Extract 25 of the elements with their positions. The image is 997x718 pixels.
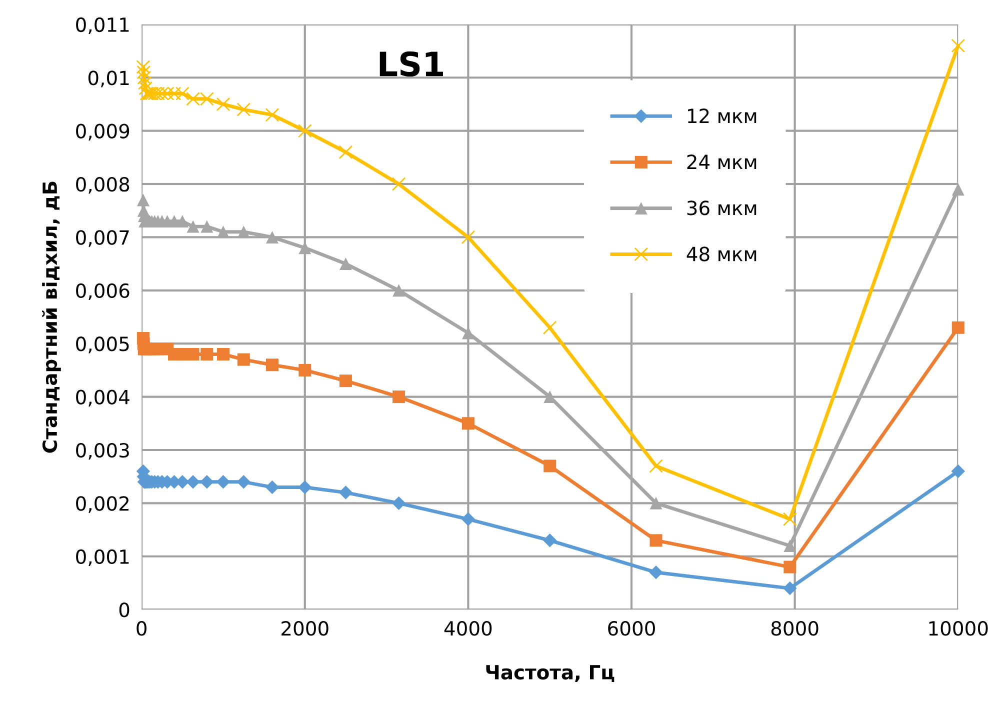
legend-label: 24 мкм	[687, 154, 756, 169]
y-tick-label: 0	[119, 602, 130, 618]
x-tick-label: 2000	[282, 621, 328, 636]
y-axis-title: Стандартний відхил, дБ	[42, 182, 61, 453]
x-tick-label: 0	[136, 621, 146, 636]
y-tick-label: 0,001	[76, 549, 129, 566]
x-tick-label: 4000	[444, 621, 492, 636]
y-tick-label: 0,005	[76, 336, 129, 354]
x-tick-label: 8000	[771, 621, 818, 636]
x-tick-label: 10000	[929, 621, 988, 636]
y-tick-label: 0,003	[76, 442, 129, 460]
y-tick-label: 0,008	[76, 176, 130, 194]
y-tick-label: 0,006	[76, 283, 130, 300]
x-tick-label: 6000	[608, 621, 655, 636]
text: LS1	[380, 51, 443, 77]
legend-label: 12 мкм	[688, 108, 756, 123]
y-tick-label: 0,01	[88, 70, 129, 88]
y-tick-label: 0,004	[76, 390, 130, 406]
x-axis-title: Частота, Гц	[486, 665, 614, 682]
y-tick-label: 0,011	[76, 17, 129, 34]
legend-label: 48 мкм	[686, 246, 756, 262]
y-tick-label: 0,007	[76, 230, 129, 247]
y-tick-label: 0,009	[76, 124, 130, 140]
y-tick-label: 0,002	[76, 496, 129, 513]
legend-label: 36 мкм	[687, 200, 756, 216]
